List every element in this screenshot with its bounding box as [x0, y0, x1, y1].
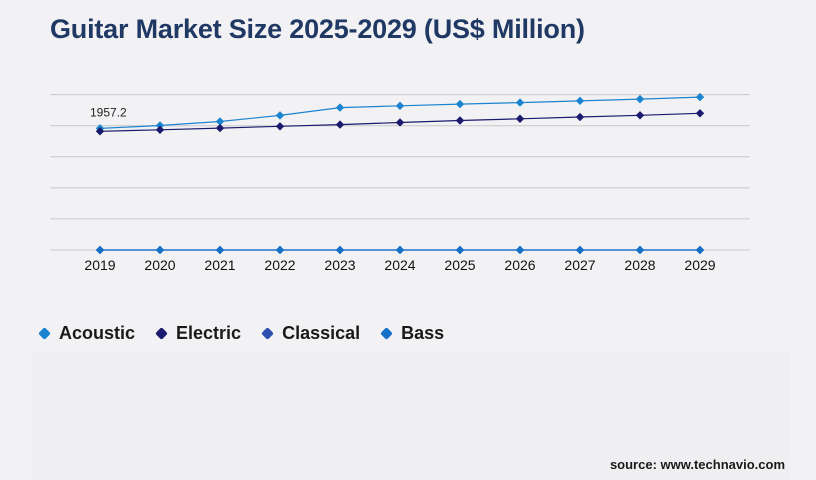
point-acoustic-2029 — [695, 92, 705, 102]
legend-label-classical: Classical — [282, 323, 361, 343]
legend-item-acoustic[interactable]: Acoustic — [38, 323, 136, 344]
x-tick-label-2023: 2023 — [324, 257, 355, 273]
legend-item-classical[interactable]: Classical — [261, 323, 361, 344]
point-acoustic-2026 — [515, 98, 525, 107]
point-acoustic-2024 — [395, 101, 405, 111]
legend: Acoustic Electric Classical Bass — [38, 323, 466, 344]
data-label-acoustic-2019: 1957.2 — [90, 105, 127, 119]
point-electric-2029 — [695, 109, 705, 118]
point-electric-2028 — [635, 111, 645, 120]
legend-label-bass: Bass — [401, 323, 445, 343]
x-tick-label-2025: 2025 — [444, 257, 475, 273]
point-acoustic-2027 — [575, 96, 585, 106]
legend-marker-electric — [155, 327, 168, 340]
point-electric-2022 — [275, 122, 285, 131]
point-bass-2023 — [335, 245, 345, 255]
x-tick-label-2024: 2024 — [384, 257, 415, 273]
point-acoustic-2020 — [155, 121, 165, 130]
point-bass-2020 — [155, 245, 165, 255]
legend-marker-classical — [261, 327, 274, 340]
lower-panel — [32, 352, 790, 480]
legend-label-electric: Electric — [176, 323, 242, 343]
x-tick-label-2028: 2028 — [624, 257, 655, 273]
legend-marker-acoustic — [38, 327, 51, 340]
point-bass-2026 — [515, 245, 525, 255]
point-acoustic-2025 — [455, 99, 465, 109]
legend-marker-bass — [380, 327, 394, 340]
point-acoustic-2022 — [275, 111, 285, 120]
point-electric-2020 — [155, 125, 165, 135]
point-acoustic-2021 — [215, 117, 225, 126]
chart-title: Guitar Market Size 2025-2029 (US$ Millio… — [50, 14, 585, 44]
line-chart: 2019 2020 2021 2022 2023 2024 2025 2026 2027 2028… — [50, 92, 750, 273]
point-electric-2026 — [515, 114, 525, 123]
point-bass-2024 — [395, 245, 405, 255]
point-electric-2024 — [395, 118, 405, 127]
point-electric-2021 — [215, 123, 225, 133]
source-note: source: www.technavio.com — [609, 457, 785, 472]
point-bass-2025 — [455, 245, 465, 255]
x-tick-label-2021: 2021 — [204, 257, 235, 273]
point-bass-2028 — [635, 245, 645, 255]
point-electric-2023 — [335, 120, 345, 129]
legend-item-electric[interactable]: Electric — [155, 323, 242, 344]
point-bass-2027 — [575, 245, 585, 255]
x-tick-label-2029: 2029 — [684, 257, 715, 273]
x-tick-label-2027: 2027 — [564, 257, 595, 273]
x-tick-label-2020: 2020 — [144, 257, 175, 273]
point-electric-2027 — [575, 112, 585, 122]
point-electric-2025 — [455, 116, 465, 125]
x-tick-label-2026: 2026 — [504, 257, 535, 273]
x-tick-label-2019: 2019 — [84, 257, 115, 273]
point-bass-2021 — [215, 245, 225, 255]
point-bass-2022 — [275, 245, 285, 255]
point-bass-2019 — [95, 245, 105, 255]
x-tick-label-2022: 2022 — [264, 257, 295, 273]
legend-label-acoustic: Acoustic — [59, 323, 136, 343]
legend-item-bass[interactable]: Bass — [380, 323, 445, 344]
point-acoustic-2028 — [635, 94, 645, 104]
point-electric-2019 — [95, 127, 105, 136]
point-bass-2029 — [695, 245, 705, 255]
point-acoustic-2023 — [335, 103, 345, 112]
